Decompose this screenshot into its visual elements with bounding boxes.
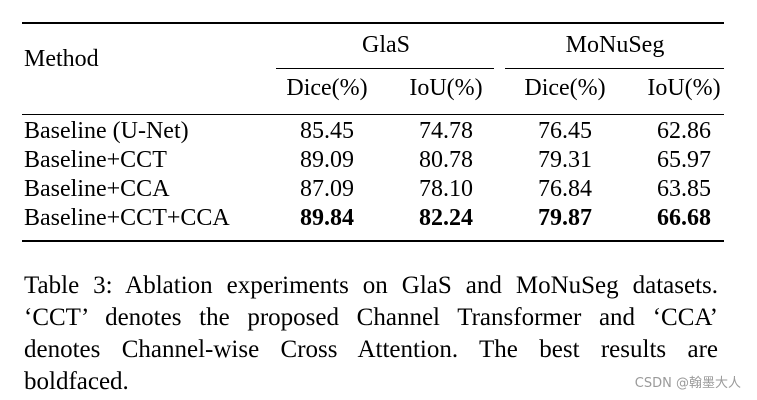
glas-group-header: GlaS xyxy=(362,32,410,58)
method-column-header: Method xyxy=(24,46,99,72)
table-cell-monuseg-dice: 76.84 xyxy=(538,176,592,202)
monuseg-group-header: MoNuSeg xyxy=(565,32,665,58)
table-caption: Table 3: Ablation experiments on GlaS an… xyxy=(24,272,718,395)
monuseg-iou-header: IoU(%) xyxy=(647,75,721,101)
monuseg-dice-header: Dice(%) xyxy=(524,75,606,101)
table-cell-glas-dice: 85.45 xyxy=(300,118,354,144)
table-cell-monuseg-dice: 79.87 xyxy=(538,205,592,231)
table-top-rule xyxy=(22,22,724,24)
table-cell-glas-dice: 89.84 xyxy=(300,205,354,231)
glas-dice-header: Dice(%) xyxy=(286,75,368,101)
table-cell-glas-iou: 74.78 xyxy=(419,118,473,144)
table-cell-glas-dice: 89.09 xyxy=(300,147,354,173)
monuseg-group-rule xyxy=(505,68,724,69)
table-cell-glas-iou: 80.78 xyxy=(419,147,473,173)
table-cell-monuseg-iou: 63.85 xyxy=(657,176,711,202)
table-row-method: Baseline+CCA xyxy=(24,176,170,202)
table-row-method: Baseline+CCT xyxy=(24,147,167,173)
table-cell-monuseg-dice: 79.31 xyxy=(538,147,592,173)
table-cell-glas-iou: 78.10 xyxy=(419,176,473,202)
glas-iou-header: IoU(%) xyxy=(409,75,483,101)
table-cell-monuseg-iou: 66.68 xyxy=(657,205,711,231)
glas-group-rule xyxy=(276,68,494,69)
table-row-method: Baseline (U-Net) xyxy=(24,118,189,144)
table-bottom-rule xyxy=(22,240,724,242)
table-cell-glas-iou: 82.24 xyxy=(419,205,473,231)
table-cell-glas-dice: 87.09 xyxy=(300,176,354,202)
table-cell-monuseg-iou: 65.97 xyxy=(657,147,711,173)
table-row-method: Baseline+CCT+CCA xyxy=(24,205,230,231)
table-cell-monuseg-dice: 76.45 xyxy=(538,118,592,144)
table-header-rule xyxy=(22,114,724,115)
table-cell-monuseg-iou: 62.86 xyxy=(657,118,711,144)
csdn-watermark: CSDN @翰墨大人 xyxy=(634,376,741,391)
